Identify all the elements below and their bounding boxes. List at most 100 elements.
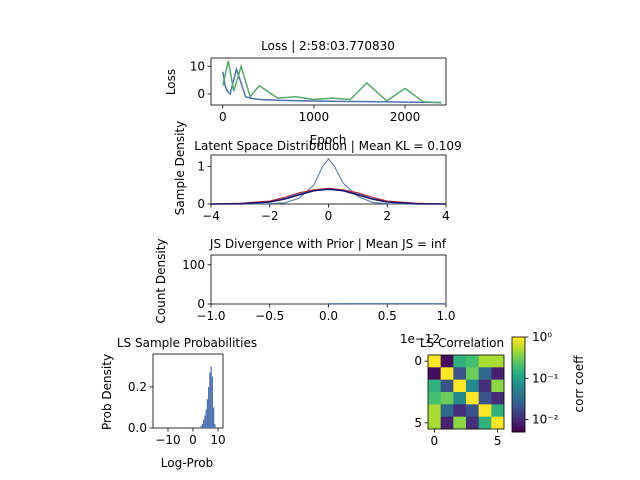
probs-bar-12 bbox=[214, 423, 216, 428]
colorbar-segment-7 bbox=[512, 353, 525, 357]
loss-ytick-label-1: 10 bbox=[190, 59, 205, 73]
corr-cell-5-3 bbox=[466, 416, 479, 430]
probs-bar-1 bbox=[200, 425, 202, 428]
colorbar-segment-20 bbox=[512, 384, 525, 388]
probs-xtick-label-0: −10 bbox=[155, 433, 180, 447]
colorbar-segment-28 bbox=[512, 403, 525, 407]
colorbar-segment-12 bbox=[512, 365, 525, 369]
latent-series-line-3 bbox=[210, 188, 447, 205]
corr-cell-3-3 bbox=[466, 392, 479, 405]
colorbar-segment-35 bbox=[512, 420, 525, 423]
corr-xtick-label-0: 0 bbox=[431, 434, 439, 448]
corr-panel: LS Correlation corr coeff bbox=[420, 336, 586, 413]
corr-cell-2-0 bbox=[428, 379, 441, 393]
loss-panel: Loss | 2:58:03.770830 Epoch Loss bbox=[164, 39, 395, 147]
probs-ylabel: Prob Density bbox=[100, 354, 114, 430]
corr-cell-1-5 bbox=[491, 367, 505, 380]
probs-bar-8 bbox=[209, 372, 211, 428]
colorbar-segment-21 bbox=[512, 386, 525, 390]
colorbar-tick-label-1: 10⁻¹ bbox=[532, 371, 559, 385]
loss-title: Loss | 2:58:03.770830 bbox=[261, 39, 395, 53]
colorbar-segment-10 bbox=[512, 360, 525, 364]
probs-xtick-label-2: 10 bbox=[210, 433, 225, 447]
colorbar-segment-3 bbox=[512, 344, 525, 347]
colorbar-frame bbox=[511, 336, 526, 433]
colorbar-segment-23 bbox=[512, 391, 525, 395]
probs-bar-6 bbox=[206, 399, 208, 428]
colorbar-label: corr coeff bbox=[572, 355, 586, 413]
js-ytick-label-1: 100 bbox=[182, 258, 205, 272]
corr-cell-1-2 bbox=[453, 367, 467, 380]
corr-cell-0-0 bbox=[428, 355, 441, 368]
colorbar-segment-38 bbox=[512, 427, 525, 431]
colorbar-segment-4 bbox=[512, 346, 525, 350]
probs-bar-3 bbox=[203, 419, 205, 428]
corr-cell-0-4 bbox=[478, 355, 492, 368]
corr-cell-5-1 bbox=[440, 416, 454, 430]
colorbar-segment-34 bbox=[512, 417, 525, 421]
colorbar-segment-29 bbox=[512, 405, 525, 409]
corr-xtick-label-1: 5 bbox=[494, 434, 502, 448]
colorbar-segment-5 bbox=[512, 348, 525, 352]
latent-xtick-label-0: −4 bbox=[202, 209, 220, 223]
latent-xtick-label-3: 2 bbox=[383, 209, 391, 223]
probs-bar-0 bbox=[199, 427, 201, 428]
loss-ylabel: Loss bbox=[164, 69, 178, 95]
colorbar-segment-27 bbox=[512, 401, 525, 404]
colorbar-segment-33 bbox=[512, 415, 525, 419]
loss-xtick-label-2: 2000 bbox=[390, 110, 421, 124]
probs-bar-10 bbox=[211, 376, 213, 428]
corr-cell-2-3 bbox=[466, 379, 479, 393]
colorbar-segment-0 bbox=[512, 337, 525, 340]
probs-xtick-label-1: 0 bbox=[189, 433, 197, 447]
probs-panel: LS Sample Probabilities Log-Prob Prob De… bbox=[100, 336, 257, 470]
colorbar-segment-32 bbox=[512, 413, 525, 416]
js-xtick-label-2: 0.0 bbox=[319, 309, 338, 323]
colorbar-tick-label-2: 10⁻² bbox=[532, 413, 559, 427]
latent-title: Latent Space Distribution | Mean KL = 0.… bbox=[194, 139, 461, 153]
corr-cell-1-0 bbox=[428, 367, 441, 380]
js-xtick-label-3: 0.5 bbox=[378, 309, 397, 323]
corr-cell-4-1 bbox=[440, 404, 454, 417]
corr-cell-2-4 bbox=[478, 379, 492, 393]
colorbar-segment-18 bbox=[512, 379, 525, 383]
corr-cell-0-2 bbox=[453, 355, 467, 368]
js-title: JS Divergence with Prior | Mean JS = inf bbox=[209, 237, 447, 251]
probs-bar-11 bbox=[213, 407, 215, 428]
js-xtick-label-1: −0.5 bbox=[255, 309, 284, 323]
corr-cell-5-2 bbox=[453, 416, 467, 430]
corr-cell-0-5 bbox=[491, 355, 505, 368]
colorbar-segment-9 bbox=[512, 358, 525, 362]
latent-ylabel: Sample Density bbox=[173, 121, 187, 215]
loss-xtick-label-0: 0 bbox=[219, 110, 227, 124]
colorbar-segment-37 bbox=[512, 424, 525, 428]
probs-bar-5 bbox=[205, 409, 207, 428]
latent-ytick-label-1: 1 bbox=[197, 159, 205, 173]
loss-axes-frame bbox=[210, 57, 447, 106]
colorbar-segment-8 bbox=[512, 356, 525, 359]
colorbar-segment-16 bbox=[512, 375, 525, 378]
corr-axes-frame bbox=[427, 354, 505, 430]
colorbar-segment-6 bbox=[512, 351, 525, 355]
corr-cell-4-5 bbox=[491, 404, 505, 417]
corr-cell-5-5 bbox=[491, 416, 505, 430]
corr-cell-3-5 bbox=[491, 392, 505, 405]
latent-series-line-0 bbox=[211, 157, 446, 205]
corr-cell-2-5 bbox=[491, 379, 505, 393]
corr-cell-1-4 bbox=[478, 367, 492, 380]
colorbar-segment-14 bbox=[512, 370, 525, 374]
colorbar-tick-label-0: 10⁰ bbox=[532, 330, 552, 344]
corr-cell-5-0 bbox=[428, 416, 441, 430]
loss-xtick-label-1: 1000 bbox=[299, 110, 330, 124]
corr-cell-5-4 bbox=[478, 416, 492, 430]
js-ylabel: Count Density bbox=[154, 238, 168, 323]
probs-ytick-label-1: 0.2 bbox=[128, 380, 147, 394]
colorbar-segment-15 bbox=[512, 372, 525, 376]
latent-xtick-label-2: 0 bbox=[325, 209, 333, 223]
colorbar-segment-31 bbox=[512, 410, 525, 414]
colorbar-segment-2 bbox=[512, 341, 525, 345]
colorbar-segment-30 bbox=[512, 408, 525, 412]
js-offset-text: 1e−12 bbox=[400, 332, 440, 346]
corr-cell-4-3 bbox=[466, 404, 479, 417]
